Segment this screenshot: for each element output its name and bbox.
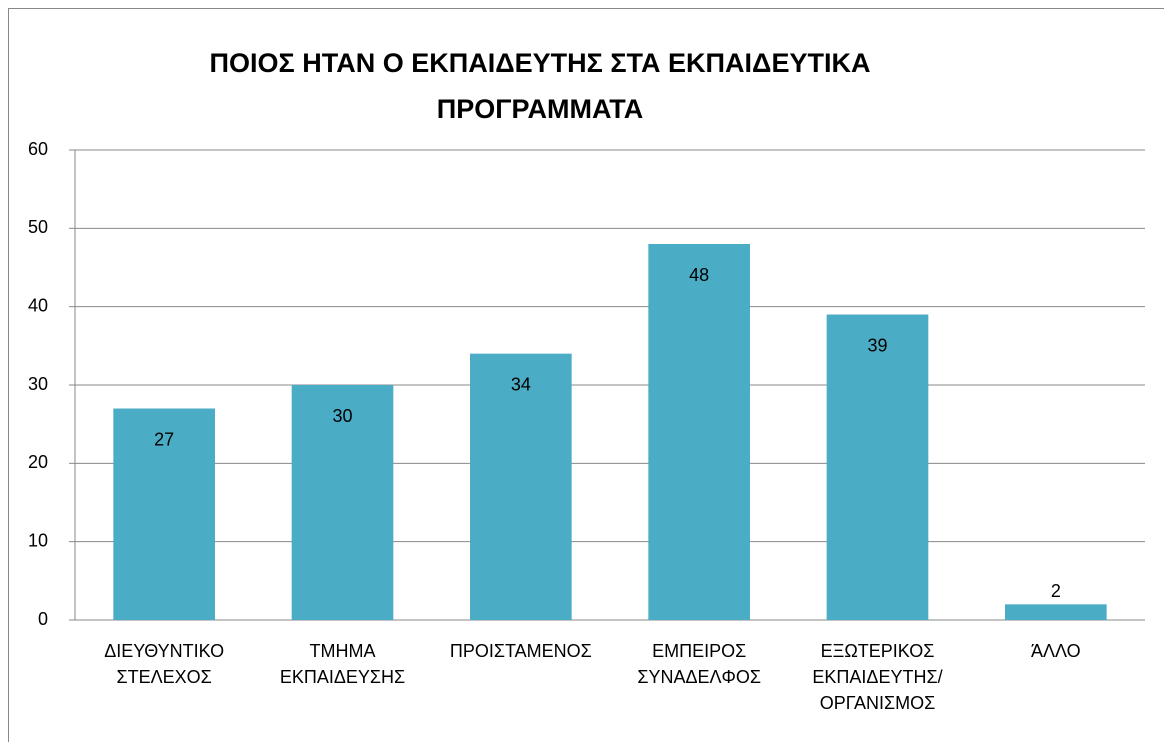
x-tick-label: ΕΜΠΕΙΡΟΣ ΣΥΝΑΔΕΛΦΟΣ: [637, 641, 761, 687]
bar: [470, 353, 572, 620]
y-tick-label: 50: [28, 217, 48, 237]
x-tick-label: ΕΞΩΤΕΡΙΚΟΣ ΕΚΠΑΙΔΕΥΤΗΣ/ ΟΡΓΑΝΙΣΜΟΣ: [812, 641, 943, 713]
bar: [1005, 604, 1107, 620]
data-label: 48: [689, 265, 709, 285]
chart-border: [8, 8, 1164, 742]
x-tick-label: ΤΜΗΜΑ ΕΚΠΑΙΔΕΥΣΗΣ: [279, 641, 406, 687]
x-tick-label: ΠΡΟΙΣΤΑΜΕΝΟΣ: [449, 641, 592, 661]
y-tick-label: 0: [38, 609, 48, 629]
x-tick-label: ΔΙΕΥΘΥΝΤΙΚΟ ΣΤΕΛΕΧΟΣ: [104, 641, 225, 687]
chart-title: ΠΟΙΟΣ ΗΤΑΝ Ο ΕΚΠΑΙΔΕΥΤΗΣ ΣΤΑ ΕΚΠΑΙΔΕΥΤΙΚ…: [209, 48, 871, 124]
x-tick-label: ΆΛΛΟ: [1030, 641, 1081, 661]
data-label: 27: [154, 429, 174, 449]
data-label: 30: [332, 406, 352, 426]
y-tick-label: 30: [28, 374, 48, 394]
y-tick-label: 60: [28, 139, 48, 159]
data-label: 39: [867, 335, 887, 355]
y-tick-label: 10: [28, 530, 48, 550]
y-tick-label: 40: [28, 295, 48, 315]
y-tick-label: 20: [28, 452, 48, 472]
bar: [291, 385, 394, 620]
bar: [648, 244, 750, 620]
data-label: 2: [1051, 581, 1061, 601]
data-label: 34: [511, 374, 531, 394]
bar: [826, 314, 929, 620]
bar: [113, 408, 215, 620]
